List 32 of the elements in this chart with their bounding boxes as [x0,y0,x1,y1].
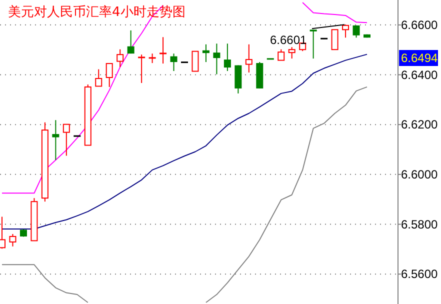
candlestick [127,30,134,54]
annotation: 6.6601 [270,33,308,47]
text: 6.6494 [401,51,438,65]
candlestick [288,46,296,60]
candlestick [310,29,317,60]
candlestick [116,48,124,68]
candlestick [224,43,231,72]
candlestick [170,53,178,72]
candlestick [278,48,285,61]
candlestick [213,43,220,75]
candlestick [106,63,113,88]
candlestick [234,64,242,94]
candlestick [192,50,199,72]
candlestick [138,54,146,84]
candlestick [52,120,60,160]
y-tick-label: 6.6400 [401,68,438,82]
candlestick [352,24,360,38]
y-tick-label: 6.6600 [401,18,438,32]
candlestick [9,233,16,247]
candlestick [342,24,350,38]
y-tick-label: 6.6000 [401,167,438,182]
candlestick [95,68,102,87]
y-tick-label: 6.6200 [401,118,438,132]
candlestick [245,44,252,74]
y-tick-label: 6.5600 [401,267,438,282]
line-series [2,54,368,230]
y-tick-label: 6.5800 [401,217,438,232]
candlestick [202,44,210,63]
candlestick [331,29,338,50]
candlestick [62,124,70,156]
candlestick [160,36,167,64]
candlestick [148,53,156,64]
